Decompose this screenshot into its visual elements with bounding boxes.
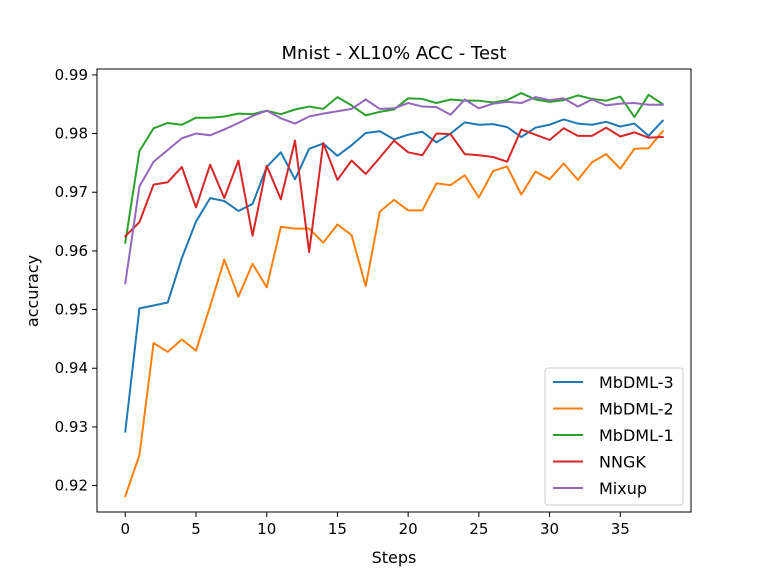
x-axis-label: Steps: [372, 548, 417, 567]
series-line-mbdml-3: [124, 118, 665, 433]
x-tick-label: 5: [191, 520, 201, 538]
legend-label-mixup: Mixup: [599, 479, 647, 498]
x-tick-label: 25: [469, 520, 488, 538]
y-tick-label: 0.92: [55, 477, 88, 495]
legend-label-mbdml-3: MbDML-3: [599, 373, 674, 392]
y-axis-ticks: 0.92 0.93 0.94 0.95 0.96 0.97 0.98 0.99: [55, 66, 97, 495]
y-tick-label: 0.93: [55, 418, 88, 436]
y-axis-label: accuracy: [23, 255, 42, 327]
x-tick-label: 15: [328, 520, 347, 538]
x-tick-label: 35: [611, 520, 630, 538]
legend-box: [544, 367, 684, 506]
plot-frame: [96, 68, 692, 513]
series-line-mixup: [124, 96, 664, 285]
series-line-mbdml-1: [124, 92, 665, 244]
x-tick-label: 30: [540, 520, 559, 538]
series-layer: [123, 92, 665, 498]
series-line-nngk: [123, 126, 664, 254]
legend-label-mbdml-1: MbDML-1: [599, 426, 674, 445]
x-axis-ticks: 0 5 10 15 20 25 30 35: [121, 512, 630, 538]
legend-label-nngk: NNGK: [599, 453, 646, 472]
y-tick-label: 0.96: [55, 242, 88, 260]
x-tick-label: 20: [399, 520, 418, 538]
x-tick-label: 10: [257, 520, 276, 538]
y-tick-label: 0.99: [55, 66, 88, 84]
y-tick-label: 0.94: [55, 359, 88, 377]
chart-title: Mnist - XL10% ACC - Test: [282, 43, 507, 64]
series-line-mbdml-2: [124, 129, 665, 498]
x-tick-label: 0: [121, 520, 131, 538]
legend-label-mbdml-2: MbDML-2: [599, 400, 674, 419]
y-tick-label: 0.97: [55, 183, 88, 201]
y-tick-label: 0.95: [55, 301, 88, 319]
legend: MbDML-3 MbDML-2 MbDML-1 NNGK Mixup: [544, 367, 684, 506]
y-tick-label: 0.98: [55, 125, 88, 143]
